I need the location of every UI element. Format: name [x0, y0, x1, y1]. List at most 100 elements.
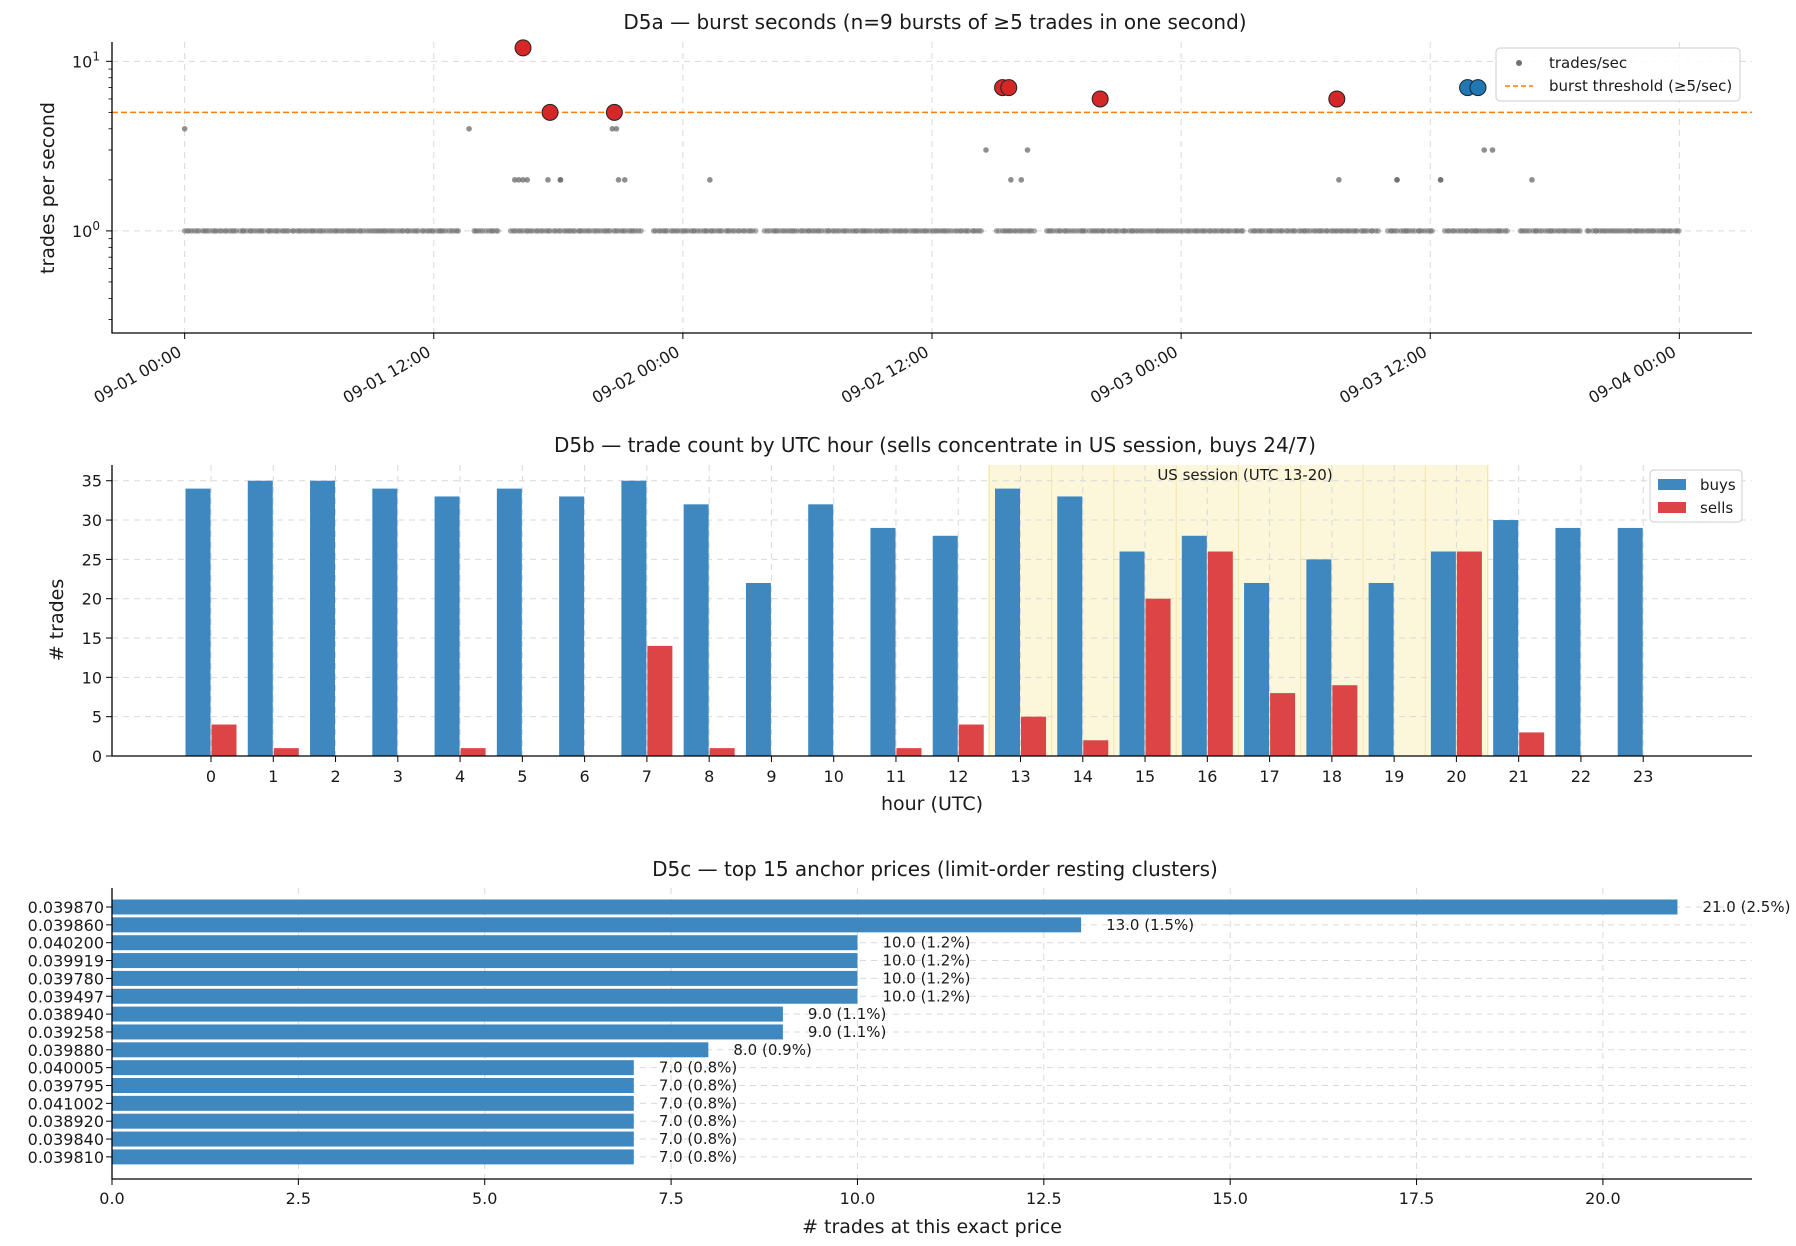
d5a-point-trade — [1354, 228, 1360, 234]
d5c-grid — [111, 888, 1752, 1179]
d5c-tick-label-y: 0.040200 — [28, 934, 104, 953]
d5c-tick-label-y: 0.038920 — [28, 1112, 104, 1131]
d5a-point-trade — [1031, 228, 1038, 234]
d5b-bar-buys — [247, 480, 273, 756]
d5b-legend: buys sells — [1649, 469, 1743, 523]
d5a-point-trade — [1336, 177, 1342, 183]
d5a-point-trade — [719, 228, 725, 234]
d5b-tick-label-y: 0 — [92, 747, 102, 766]
d5a-point-trade — [613, 126, 620, 132]
d5a-tick-label-x: 09-03 12:00 — [1336, 342, 1430, 407]
d5b-tick-label-y: 35 — [82, 472, 102, 491]
d5b-us-session-label: US session (UTC 13-20) — [1157, 466, 1332, 484]
d5b-title: D5b — trade count by UTC hour (sells con… — [554, 433, 1316, 457]
d5b-bar-buys — [1555, 527, 1581, 756]
d5a-point-trade — [1024, 147, 1031, 153]
d5a-point-trade — [1082, 228, 1089, 234]
d5a-point-trade — [415, 228, 421, 234]
d5c-tick-label-y: 0.039870 — [28, 898, 104, 917]
d5a-tick-label-y: 100 — [72, 219, 100, 241]
d5a-legend-threshold: burst threshold (≥5/sec) — [1549, 77, 1732, 95]
d5a-point-trade — [638, 228, 644, 234]
d5a-point-trade — [466, 126, 472, 132]
d5c-bar — [112, 935, 858, 951]
d5b-tick-label-y: 5 — [92, 708, 102, 727]
d5c-bar-label: 10.0 (1.2%) — [882, 969, 970, 987]
d5c-bar — [112, 970, 858, 986]
d5a-point-burst — [541, 103, 559, 121]
d5b-y-axis-label: # trades — [46, 579, 68, 662]
d5a-y-axis-label: trades per second — [37, 102, 59, 274]
d5a-point-trade — [285, 228, 292, 234]
d5c-tick-label-x: 20.0 — [1585, 1189, 1621, 1208]
d5b-bar-buys — [1119, 551, 1145, 756]
d5b-tick-label-x: 5 — [517, 767, 527, 786]
d5b-tick-label-x: 17 — [1259, 767, 1279, 786]
d5b-tick-label-x: 7 — [642, 767, 652, 786]
d5a-point-trade — [664, 228, 671, 234]
d5a-point-trade — [181, 126, 188, 132]
d5b-bar-sells — [1519, 732, 1545, 756]
d5a-tick-label-x: 09-01 12:00 — [340, 342, 434, 407]
d5b-axes — [111, 465, 1752, 757]
d5b-tick-label-x: 14 — [1073, 767, 1093, 786]
d5b-tick-label-x: 3 — [393, 767, 403, 786]
d5c-bar-label: 10.0 (1.2%) — [882, 987, 970, 1005]
d5c-bar — [112, 899, 1678, 915]
d5c-tick-label-x: 0.0 — [99, 1189, 124, 1208]
d5b-tick-label-x: 4 — [455, 767, 465, 786]
d5c-bar-label: 10.0 (1.2%) — [882, 934, 970, 952]
d5c-bar-label: 9.0 (1.1%) — [808, 1005, 886, 1023]
d5b-bar-buys — [621, 480, 647, 756]
d5b-tick-label-x: 20 — [1446, 767, 1466, 786]
d5b-x-axis-label: hour (UTC) — [881, 793, 983, 815]
d5b-tick-label-y: 30 — [82, 511, 102, 530]
d5b-tick-label-x: 19 — [1384, 767, 1404, 786]
d5c-tick-label-y: 0.039258 — [28, 1023, 104, 1042]
d5b-bar-buys — [310, 480, 336, 756]
d5c-tick-label-x: 5.0 — [472, 1189, 497, 1208]
d5b-legend-swatch-sells — [1658, 502, 1686, 513]
d5a-point-trade — [1429, 228, 1435, 234]
d5b-tick-label-x: 16 — [1197, 767, 1217, 786]
d5a-point-trade — [1018, 177, 1025, 183]
d5a-data — [112, 39, 1752, 234]
d5a-point-trade — [609, 126, 616, 132]
d5b-bar-sells — [896, 748, 922, 756]
d5c-axes — [111, 888, 1752, 1180]
d5c-tick-label-y: 0.039860 — [28, 916, 104, 935]
d5b-bar-sells — [709, 748, 735, 756]
d5c-bar-label: 10.0 (1.2%) — [882, 952, 970, 970]
d5b-tick-label-x: 11 — [886, 767, 906, 786]
d5a-point-trade — [557, 177, 564, 183]
d5c-ticks: 0.0 2.5 5.0 7.5 10.0 12.5 15.0 17.5 20.0 0.039870… — [28, 898, 1621, 1208]
d5b-bar-sells — [1270, 693, 1296, 756]
d5b-bar-sells — [211, 724, 237, 756]
d5b-bar-buys — [1057, 496, 1083, 756]
d5a-point-trade — [1529, 177, 1535, 183]
d5c-tick-label-y: 0.039810 — [28, 1148, 104, 1167]
d5c-bar-label: 7.0 (0.8%) — [659, 1130, 737, 1148]
d5a-point-burst — [514, 39, 532, 57]
d5b-bar-buys — [1306, 559, 1332, 756]
d5a-legend-box — [1495, 47, 1741, 102]
d5c-tick-label-x: 17.5 — [1399, 1189, 1435, 1208]
d5a-point-trade — [1481, 147, 1488, 153]
d5a-tick-label-x: 09-03 00:00 — [1087, 342, 1181, 407]
d5c-tick-label-y: 0.038940 — [28, 1005, 104, 1024]
d5a-tick-label-x: 09-02 00:00 — [589, 342, 683, 407]
d5a-point-trade — [545, 177, 551, 183]
d5b-bar-buys — [1181, 535, 1207, 756]
d5b-tick-label-y: 25 — [82, 550, 102, 569]
d5c-bar — [112, 953, 858, 969]
d5c-tick-label-y: 0.040005 — [28, 1059, 104, 1078]
d5c-tick-label-x: 15.0 — [1212, 1189, 1248, 1208]
panel-d5a: D5a — burst seconds (n=9 bursts of ≥5 tr… — [37, 10, 1752, 407]
d5b-tick-label-x: 18 — [1322, 767, 1342, 786]
d5a-point-trade — [261, 228, 267, 234]
d5b-tick-label-x: 21 — [1508, 767, 1528, 786]
d5b-tick-label-x: 1 — [268, 767, 278, 786]
d5a-point-trade — [1504, 228, 1510, 234]
